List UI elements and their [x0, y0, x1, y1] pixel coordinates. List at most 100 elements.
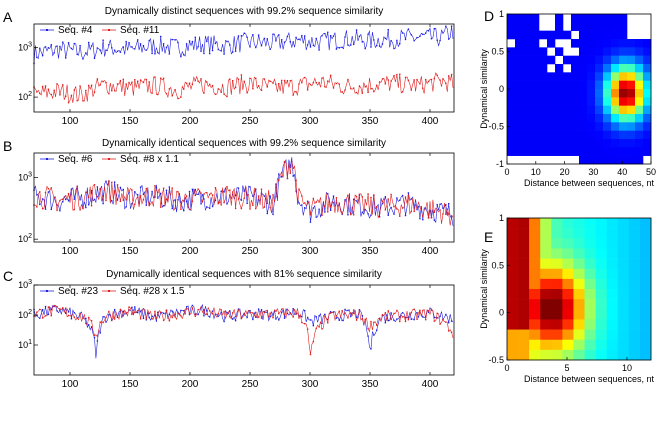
data-point: [252, 318, 254, 321]
data-point: [139, 311, 142, 313]
heatmap-cell: [617, 299, 630, 310]
heatmap-cell: [571, 72, 580, 81]
data-point: [436, 317, 438, 319]
heatmap-cell: [635, 55, 644, 65]
y-tick-label: 0.5: [491, 260, 504, 270]
data-point: [162, 77, 165, 80]
data-point: [263, 311, 266, 314]
data-point: [318, 81, 320, 84]
data-point: [427, 217, 430, 219]
data-point: [327, 322, 329, 324]
data-point: [266, 309, 268, 312]
data-point: [275, 318, 277, 320]
data-point: [203, 309, 205, 311]
data-point: [410, 210, 412, 213]
data-point: [332, 311, 335, 313]
data-point: [295, 91, 297, 93]
data-point: [448, 213, 450, 215]
x-axis-label: Distance between sequences, nt: [524, 374, 655, 384]
heatmap-cell: [639, 329, 652, 341]
data-point: [194, 313, 196, 315]
data-point: [96, 78, 99, 80]
data-point: [82, 207, 84, 210]
data-point: [347, 214, 349, 216]
data-point: [234, 207, 237, 210]
data-point: [344, 200, 346, 203]
data-point: [301, 204, 303, 206]
data-point: [272, 194, 274, 196]
data-point: [237, 78, 240, 80]
series-markers-1: [33, 160, 453, 219]
heatmap-cell: [563, 97, 572, 106]
data-point: [424, 207, 427, 209]
data-point: [125, 312, 127, 314]
heatmap-cell: [507, 122, 516, 131]
heatmap-cell: [603, 47, 612, 56]
data-point: [220, 50, 222, 52]
heatmap-cell: [515, 147, 524, 156]
heatmap-cell: [571, 130, 580, 140]
data-point: [223, 53, 225, 55]
data-point: [278, 179, 280, 182]
heatmap-cell: [507, 30, 516, 40]
data-point: [157, 93, 159, 96]
data-point: [232, 312, 234, 314]
data-point: [309, 221, 312, 223]
data-point: [401, 32, 404, 34]
data-point: [50, 208, 52, 211]
heatmap-cell: [619, 89, 628, 98]
x-tick-label: 10: [622, 363, 632, 373]
heatmap-cell: [587, 22, 596, 31]
heatmap-cell: [518, 349, 530, 361]
data-point: [99, 49, 101, 51]
heatmap-cell: [551, 349, 563, 361]
panel-A: A Dynamically distinct sequences with 99.…: [3, 6, 455, 127]
x-tick-label: 300: [302, 116, 319, 127]
data-point: [304, 76, 306, 79]
data-point: [36, 56, 38, 59]
heatmap-cell: [643, 55, 652, 65]
data-point: [255, 188, 257, 190]
heatmap-cell: [587, 47, 596, 56]
x-tick-label: 150: [122, 379, 139, 390]
data-point: [289, 312, 292, 315]
data-point: [79, 313, 81, 315]
data-point: [208, 83, 211, 86]
heatmap-cell: [628, 218, 641, 229]
data-point: [154, 310, 156, 313]
data-point: [255, 207, 257, 210]
data-point: [347, 194, 349, 197]
data-point: [93, 336, 96, 339]
data-point: [70, 314, 73, 317]
heatmap-cell: [539, 47, 548, 56]
data-point: [122, 315, 124, 317]
heatmap-cell: [555, 97, 564, 106]
data-point: [393, 75, 395, 77]
data-point: [413, 210, 415, 213]
data-point: [162, 187, 165, 189]
data-point: [275, 195, 277, 198]
data-point: [413, 207, 415, 209]
data-point: [79, 209, 81, 211]
heatmap-cell: [635, 139, 644, 148]
data-point: [47, 313, 50, 316]
heatmap-cell: [547, 55, 556, 65]
data-point: [433, 77, 436, 80]
data-point: [399, 42, 401, 45]
data-point: [157, 197, 159, 199]
heatmap-cell: [628, 228, 641, 239]
data-point: [445, 204, 447, 206]
heatmap-cell: [563, 147, 572, 156]
data-point: [257, 34, 260, 36]
data-point: [131, 313, 133, 316]
data-point: [416, 36, 418, 39]
heatmap-cell: [627, 155, 636, 165]
heatmap-cell: [562, 268, 574, 280]
data-point: [266, 212, 268, 215]
data-point: [47, 191, 50, 193]
y-tick-label: 1: [499, 9, 504, 19]
data-point: [185, 200, 188, 203]
data-point: [347, 309, 349, 312]
data-point: [378, 45, 381, 47]
heatmap-cell: [507, 89, 516, 98]
